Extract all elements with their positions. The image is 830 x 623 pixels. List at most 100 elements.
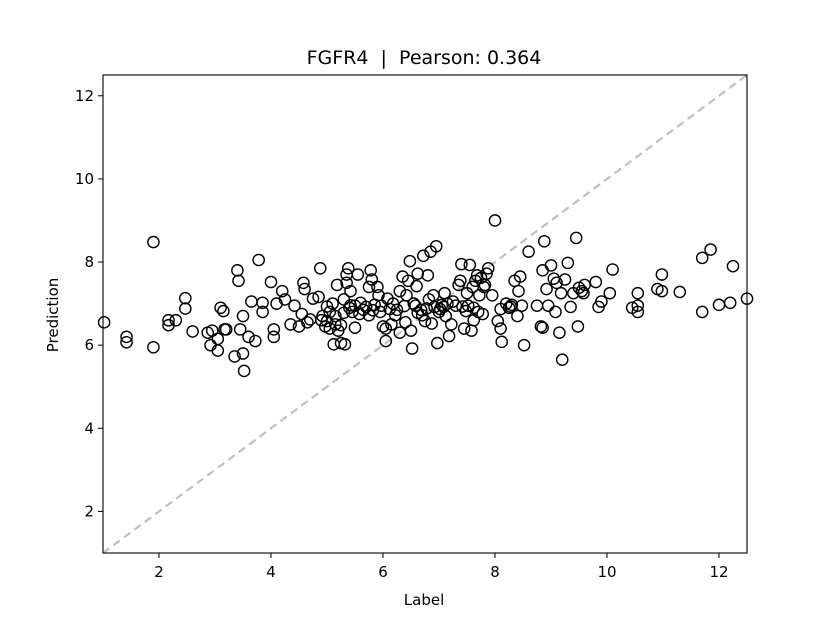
data-point <box>379 334 393 348</box>
data-point <box>491 314 505 328</box>
data-point <box>252 253 265 267</box>
data-point <box>179 291 192 305</box>
data-point <box>511 309 524 323</box>
data-point <box>404 324 418 337</box>
data-point <box>541 299 555 312</box>
data-point <box>421 269 435 282</box>
data-point <box>341 261 355 275</box>
data-point <box>214 301 227 315</box>
data-point <box>512 284 525 298</box>
data-point <box>418 314 432 328</box>
data-point <box>537 234 551 248</box>
y-axis-label: Prediction <box>44 278 62 353</box>
data-point <box>313 261 327 275</box>
data-point <box>655 284 669 298</box>
data-point <box>655 268 669 281</box>
data-point <box>264 275 278 289</box>
data-point <box>275 284 289 298</box>
data-point <box>445 318 458 331</box>
data-point <box>494 322 507 335</box>
data-point <box>603 286 617 300</box>
data-point <box>502 301 516 315</box>
data-point <box>326 297 339 310</box>
data-point <box>420 302 433 315</box>
y-tick-label: 12 <box>75 87 94 105</box>
data-point <box>505 298 519 312</box>
data-point <box>461 299 475 312</box>
data-point <box>550 276 563 290</box>
data-point <box>204 338 217 352</box>
data-point <box>553 326 566 340</box>
data-point <box>236 309 250 323</box>
data-point <box>403 254 417 268</box>
data-point <box>211 344 225 357</box>
data-point <box>330 278 344 292</box>
x-tick-label: 10 <box>597 563 616 581</box>
data-point <box>485 288 499 302</box>
data-point <box>232 274 245 288</box>
data-point <box>631 299 645 312</box>
x-axis-label: Label <box>404 591 444 609</box>
data-point <box>338 338 352 351</box>
data-point <box>186 325 199 338</box>
data-point <box>359 300 373 314</box>
data-point <box>417 249 430 263</box>
data-point <box>297 276 310 290</box>
data-point <box>704 243 717 256</box>
y-tick-label: 6 <box>84 336 94 354</box>
data-point <box>303 313 317 326</box>
data-point <box>351 268 365 281</box>
identity-line <box>103 75 747 553</box>
data-point <box>536 321 549 335</box>
data-point <box>540 282 553 296</box>
data-point <box>442 329 456 343</box>
data-point <box>463 258 477 272</box>
data-point <box>120 330 133 344</box>
data-point <box>334 318 348 332</box>
x-tick-label: 2 <box>154 563 164 581</box>
data-point <box>561 256 575 270</box>
data-point <box>256 296 269 310</box>
data-point <box>577 286 590 300</box>
data-point <box>162 313 175 327</box>
data-point <box>536 264 549 277</box>
data-point <box>495 335 509 349</box>
data-point <box>393 284 407 298</box>
data-point <box>295 307 309 321</box>
data-point <box>578 278 591 292</box>
data-point <box>517 338 531 352</box>
data-point <box>242 330 255 344</box>
data-point <box>480 267 493 280</box>
data-point <box>249 334 262 348</box>
data-point <box>389 308 402 322</box>
data-point <box>278 293 292 306</box>
data-point <box>284 318 297 331</box>
data-point <box>376 320 390 333</box>
data-point <box>147 235 160 249</box>
data-point <box>453 274 467 288</box>
y-tick-label: 4 <box>84 419 94 437</box>
data-point <box>371 280 384 294</box>
data-point <box>437 300 450 314</box>
data-point <box>554 286 568 300</box>
data-point <box>329 309 342 323</box>
data-point <box>362 280 376 294</box>
data-point <box>228 350 241 363</box>
data-point <box>429 239 443 253</box>
data-point <box>712 298 726 312</box>
data-point <box>237 364 251 378</box>
data-point <box>405 342 419 355</box>
data-point <box>476 307 489 321</box>
data-point <box>488 214 502 227</box>
data-point <box>298 282 311 296</box>
data-point <box>400 288 413 302</box>
data-point <box>457 322 471 335</box>
data-point <box>312 290 325 304</box>
data-point <box>589 275 603 289</box>
x-tick-label: 6 <box>378 563 388 581</box>
data-point <box>179 302 192 315</box>
data-point <box>695 305 709 319</box>
data-point <box>726 259 740 273</box>
data-point <box>522 245 535 258</box>
